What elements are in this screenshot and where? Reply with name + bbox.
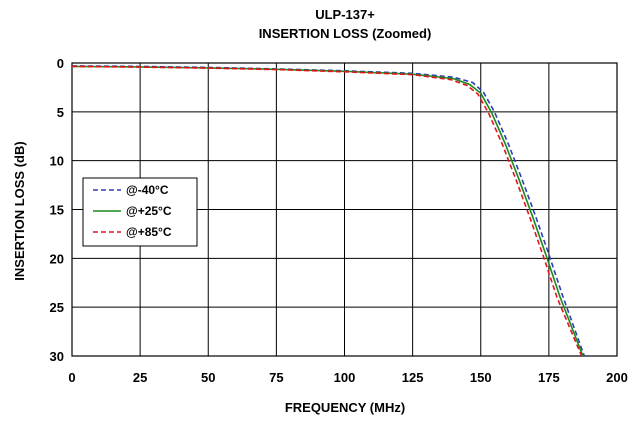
x-tick-label: 0 [68, 370, 75, 385]
series-line-3 [71, 65, 583, 357]
x-tick-label: 100 [334, 370, 356, 385]
legend: @-40°C @+25°C @+85°C [82, 177, 198, 247]
chart-subtitle: INSERTION LOSS (Zoomed) [259, 26, 432, 41]
y-axis-ticks: 0 5 10 15 20 25 30 [50, 56, 64, 364]
y-tick-label: 0 [57, 56, 64, 71]
x-tick-label: 175 [538, 370, 560, 385]
chart-title: ULP-137+ [315, 7, 375, 22]
legend-label: @-40°C [126, 183, 169, 197]
x-tick-label: 50 [201, 370, 215, 385]
y-tick-label: 10 [50, 154, 64, 169]
y-tick-label: 20 [50, 251, 64, 266]
x-axis-label: FREQUENCY (MHz) [285, 400, 405, 415]
x-tick-label: 25 [133, 370, 147, 385]
legend-label: @+25°C [126, 204, 172, 218]
y-tick-label: 5 [57, 105, 64, 120]
y-tick-label: 30 [50, 349, 64, 364]
legend-label: @+85°C [126, 225, 172, 239]
x-tick-label: 125 [402, 370, 424, 385]
x-axis-ticks: 0 25 50 75 100 125 150 175 200 [68, 370, 627, 385]
y-tick-label: 25 [50, 300, 64, 315]
y-tick-label: 15 [50, 203, 64, 218]
x-tick-label: 75 [269, 370, 283, 385]
series-lines [71, 65, 586, 357]
y-axis-label: INSERTION LOSS (dB) [12, 141, 27, 280]
x-tick-label: 200 [606, 370, 628, 385]
x-tick-label: 150 [470, 370, 492, 385]
